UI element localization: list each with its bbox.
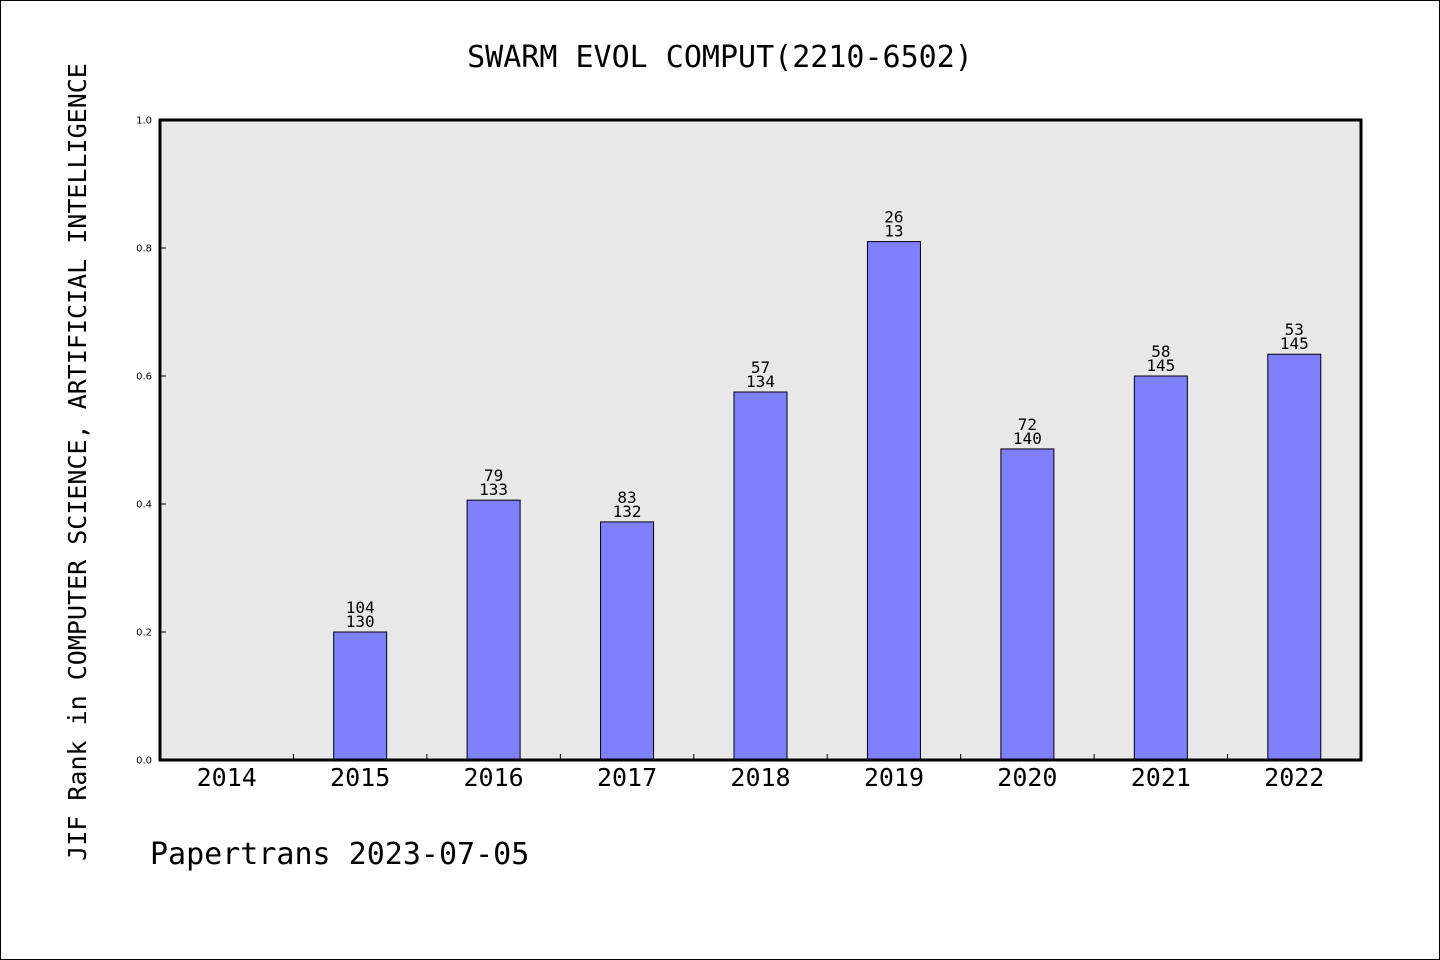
bar-2017 xyxy=(600,521,655,761)
bar-rank-label: 79 xyxy=(484,466,503,485)
bar-2015 xyxy=(333,631,388,761)
x-tick-label: 2019 xyxy=(864,763,924,792)
bar-2021 xyxy=(1133,375,1188,761)
bar-rank-label: 26 xyxy=(884,208,903,227)
bar-rank-label: 83 xyxy=(617,488,636,507)
plot-border xyxy=(158,118,1363,762)
bar-total-label: 132 xyxy=(613,502,642,521)
bar-total-label: 133 xyxy=(479,480,508,499)
y-axis-label: JIF Rank in COMPUTER SCIENCE, ARTIFICIAL… xyxy=(63,63,92,861)
bars xyxy=(333,241,1322,761)
bar-rank-label: 72 xyxy=(1018,415,1037,434)
x-tick-label: 2018 xyxy=(730,763,790,792)
footer-credit: Papertrans 2023-07-05 xyxy=(150,837,529,872)
x-tick-label: 2022 xyxy=(1264,763,1324,792)
bar-rank-label: 58 xyxy=(1151,342,1170,361)
x-tick-label: 2015 xyxy=(330,763,390,792)
x-tick-label: 2021 xyxy=(1131,763,1191,792)
bar-total-label: 145 xyxy=(1146,356,1175,375)
y-tick-label: 0.8 xyxy=(136,244,152,255)
bar-2016 xyxy=(466,499,521,761)
bar-2018 xyxy=(733,391,788,761)
y-tick-label: 0.0 xyxy=(136,756,152,767)
x-tick-label: 2016 xyxy=(464,763,524,792)
y-tick-label: 1.0 xyxy=(136,116,152,127)
y-tick-label: 0.4 xyxy=(136,500,152,511)
y-tick-label: 0.6 xyxy=(136,372,152,383)
x-tick-label: 2020 xyxy=(997,763,1057,792)
bar-total-label: 140 xyxy=(1013,429,1042,448)
bar-rank-label: 53 xyxy=(1285,320,1304,339)
x-axis-ticks: 2014 2015 2016 2017 2018 2019 2020 2021 2022 xyxy=(197,754,1324,792)
bar-total-label: 130 xyxy=(346,612,375,631)
bar-total-label: 145 xyxy=(1280,334,1309,353)
y-tick-label: 0.2 xyxy=(136,628,152,639)
bar-total-label: 13 xyxy=(884,222,903,241)
bar-2019 xyxy=(866,241,921,761)
bar-2022 xyxy=(1267,353,1322,761)
bar-total-label: 134 xyxy=(746,372,775,391)
x-tick-label: 2017 xyxy=(597,763,657,792)
chart-title: SWARM EVOL COMPUT(2210-6502) xyxy=(467,40,973,75)
bar-rank-label: 104 xyxy=(346,598,375,617)
bar-2020 xyxy=(1000,448,1055,761)
x-tick-label: 2014 xyxy=(197,763,257,792)
bar-rank-label: 57 xyxy=(751,358,770,377)
